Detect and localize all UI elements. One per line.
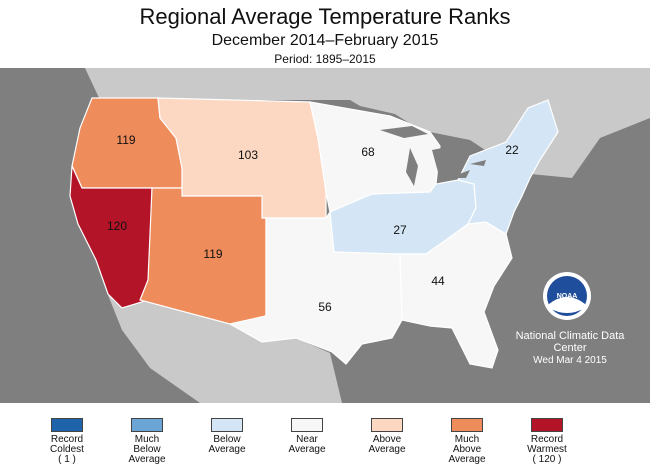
legend-label: Much Below Average	[128, 434, 166, 465]
legend-label: Below Average	[208, 434, 246, 455]
legend-label: Record Coldest ( 1 )	[50, 434, 84, 465]
region-south-rank: 56	[318, 300, 332, 314]
legend-swatch	[451, 418, 483, 432]
legend-item-record-warmest: Record Warmest ( 120 )	[507, 418, 587, 465]
period-label: Period: 1895–2015	[274, 52, 376, 66]
legend-item-much-below: Much Below Average	[107, 418, 187, 465]
legend-label: Record Warmest ( 120 )	[527, 434, 567, 465]
noaa-logo-text: NOAA	[557, 293, 578, 300]
mexico-land	[108, 295, 342, 403]
region-southeast	[399, 221, 513, 369]
legend-swatch	[51, 418, 83, 432]
legend-swatch	[291, 418, 323, 432]
legend-label: Above Average	[368, 434, 406, 455]
legend-swatch	[211, 418, 243, 432]
legend-item-above: Above Average	[347, 418, 427, 455]
us-regional-map: 119 120 103 119 68 56 27 44 22 NOAA	[0, 68, 650, 403]
legend-swatch	[531, 418, 563, 432]
legend-label: Near Average	[288, 434, 326, 455]
legend-label: Much Above Average	[448, 434, 486, 465]
credit-center: National Climatic Data Center	[515, 330, 625, 354]
legend-item-near: Near Average	[267, 418, 347, 455]
region-west-rank: 120	[107, 219, 127, 233]
credit-date: Wed Mar 4 2015	[533, 355, 607, 366]
great-lakes	[380, 126, 486, 186]
noaa-logo: NOAA	[543, 272, 591, 320]
region-west	[69, 165, 153, 309]
credit-block: National Climatic Data Center Wed Mar 4 …	[500, 330, 640, 366]
region-northeast	[457, 99, 559, 235]
legend-item-below: Below Average	[187, 418, 267, 455]
page-title: Regional Average Temperature Ranks	[139, 4, 511, 29]
page-subtitle: December 2014–February 2015	[211, 32, 439, 49]
legend-item-record-coldest: Record Coldest ( 1 )	[27, 418, 107, 465]
region-northern-rockies-plains-rank: 103	[238, 148, 258, 162]
legend-item-much-above: Much Above Average	[427, 418, 507, 465]
region-southwest-rank: 119	[203, 247, 222, 261]
region-upper-midwest-rank: 68	[361, 145, 375, 159]
legend-swatch	[371, 418, 403, 432]
legend: Record Coldest ( 1 ) Much Below Average …	[0, 418, 650, 475]
region-ohio-valley-rank: 27	[393, 223, 407, 237]
region-northeast-rank: 22	[505, 143, 519, 157]
region-southeast-rank: 44	[431, 274, 445, 288]
legend-swatch	[131, 418, 163, 432]
region-northwest-rank: 119	[116, 133, 135, 147]
